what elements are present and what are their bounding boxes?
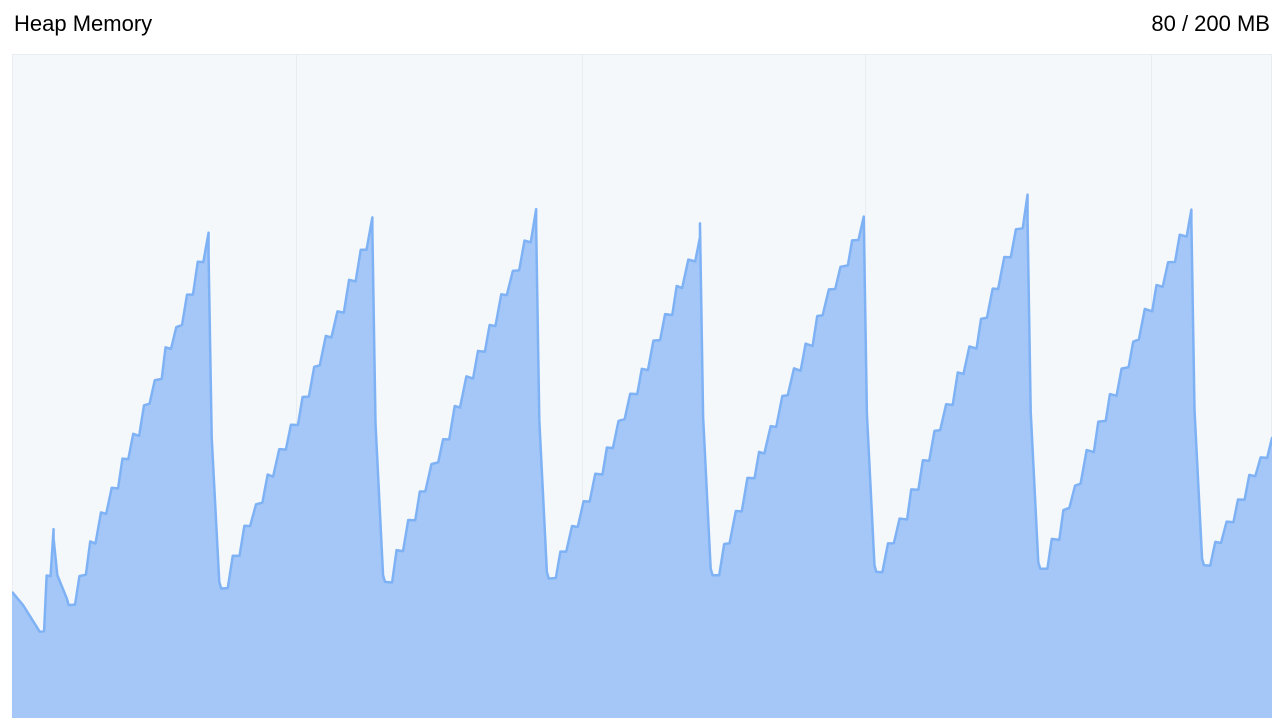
heap-usage-value: 80 / 200 MB	[1151, 11, 1270, 37]
panel-title: Heap Memory	[14, 11, 152, 37]
panel-header: Heap Memory 80 / 200 MB	[0, 0, 1284, 48]
heap-area-chart	[12, 54, 1272, 718]
chart-area	[12, 54, 1272, 718]
heap-memory-panel: Heap Memory 80 / 200 MB	[0, 0, 1284, 718]
heap-area-fill	[12, 195, 1272, 718]
